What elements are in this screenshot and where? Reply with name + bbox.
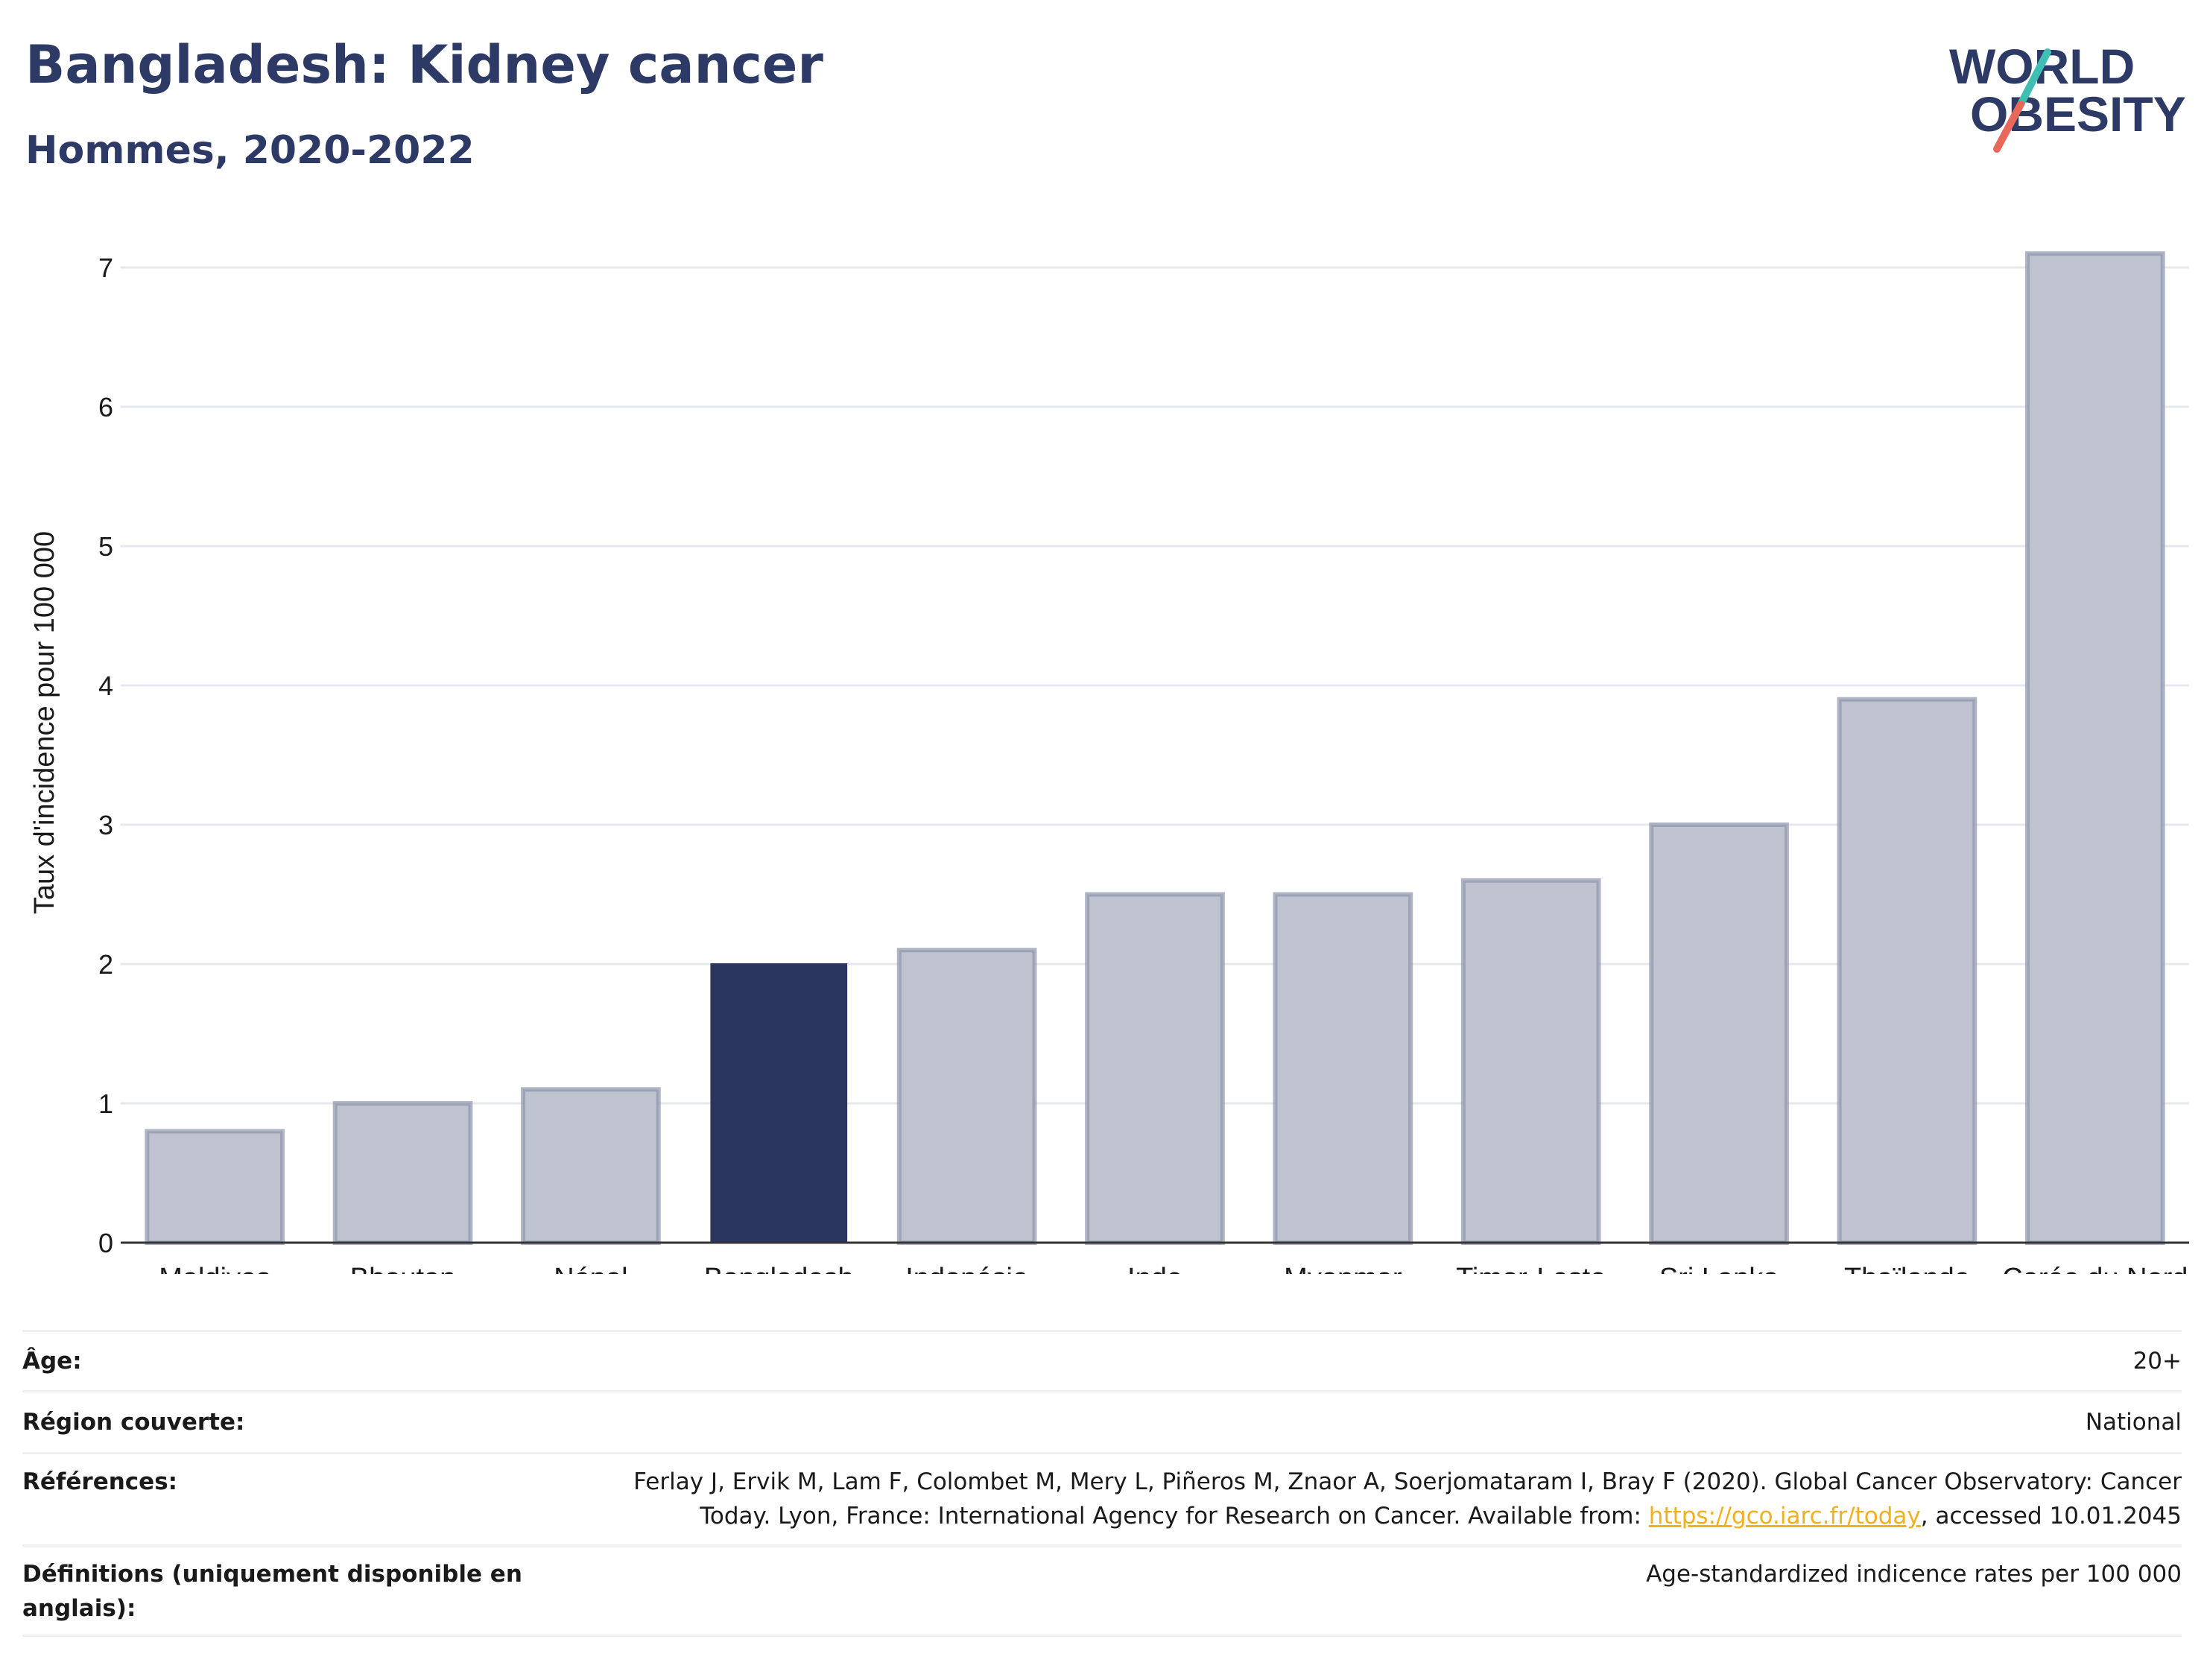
bar-maldives xyxy=(145,1129,285,1246)
logo-slash-teal xyxy=(2017,48,2051,108)
bar-tha-lande xyxy=(1837,697,1977,1245)
definitions-label: Définitions (uniquement disponible en an… xyxy=(22,1561,522,1622)
bar-n-pal xyxy=(521,1087,661,1246)
references-label: Références: xyxy=(22,1468,178,1495)
age-value: 20+ xyxy=(2132,1348,2182,1375)
bar-inde xyxy=(1085,892,1225,1245)
references-line-2: Today. Lyon, France: International Agenc… xyxy=(580,1499,2182,1533)
meta-row-references: Références: Ferlay J, Ervik M, Lam F, Co… xyxy=(22,1452,2182,1544)
y-tick-label: 3 xyxy=(98,810,113,840)
world-obesity-logo: WORLD OBESITY xyxy=(1949,39,2186,153)
references-line-1: Ferlay J, Ervik M, Lam F, Colombet M, Me… xyxy=(633,1468,2182,1495)
references-value: Ferlay J, Ervik M, Lam F, Colombet M, Me… xyxy=(580,1465,2182,1533)
bar-bangladesh xyxy=(710,963,848,1243)
bar-indon-sie xyxy=(896,948,1037,1245)
y-tick-label: 5 xyxy=(98,531,113,562)
definitions-value: Age-standardized indicence rates per 100… xyxy=(1646,1561,2182,1588)
bar-sri-lanka xyxy=(1649,822,1789,1245)
x-tick-label: Thaïlande xyxy=(1844,1263,1970,1274)
y-tick-label: 4 xyxy=(98,671,113,701)
meta-row-definitions: Définitions (uniquement disponible en an… xyxy=(22,1544,2182,1637)
bar-cor-e-du-nord xyxy=(2024,251,2165,1245)
y-tick-label: 1 xyxy=(98,1088,113,1119)
x-tick-label: Népal xyxy=(554,1263,627,1274)
region-label: Région couverte: xyxy=(22,1409,245,1436)
references-link[interactable]: https://gco.iarc.fr/today xyxy=(1648,1503,1921,1530)
y-tick-label: 7 xyxy=(98,253,113,283)
x-tick-label: Timor-Leste xyxy=(1456,1263,1606,1274)
y-tick-label: 0 xyxy=(98,1228,113,1258)
x-tick-label: Inde xyxy=(1127,1263,1182,1274)
chart-subtitle: Hommes, 2020-2022 xyxy=(25,128,475,173)
chart-title: Bangladesh: Kidney cancer xyxy=(25,34,823,95)
bars-layer xyxy=(145,251,2165,1246)
axis-layer: 0 1 2 3 4 5 6 7 Maldives Bhoutan Népal Bangladesh In… xyxy=(98,253,2189,1274)
meta-row-region: Région couverte: National xyxy=(22,1390,2182,1452)
y-axis-label: Taux d'incidence pour 100 000 xyxy=(29,531,60,914)
logo-slash-red xyxy=(1993,101,2024,153)
x-tick-label: Indonésie xyxy=(905,1263,1028,1274)
x-tick-label: Maldives xyxy=(159,1263,270,1274)
x-tick-label: Bangladesh xyxy=(704,1263,854,1274)
references-line-2-pre: Today. Lyon, France: International Agenc… xyxy=(700,1503,1649,1530)
region-value: National xyxy=(2085,1409,2182,1436)
metadata-table: Âge: 20+ Région couverte: National Référ… xyxy=(22,1330,2182,1637)
age-label: Âge: xyxy=(22,1348,82,1375)
y-tick-label: 2 xyxy=(98,949,113,980)
x-tick-label: Corée du Nord xyxy=(2002,1263,2188,1274)
x-tick-label: Sri Lanka xyxy=(1659,1263,1779,1274)
y-tick-label: 6 xyxy=(98,392,113,422)
meta-row-age: Âge: 20+ xyxy=(22,1330,2182,1390)
references-line-2-post: , accessed 10.01.2045 xyxy=(1920,1503,2182,1530)
bar-chart: 0 1 2 3 4 5 6 7 Maldives Bhoutan Népal Bangladesh In… xyxy=(29,251,2189,1274)
x-tick-label: Myanmar xyxy=(1284,1263,1402,1274)
bar-bhoutan xyxy=(332,1101,473,1245)
bar-myanmar xyxy=(1273,892,1413,1245)
bar-timor-leste xyxy=(1460,878,1601,1245)
x-tick-label: Bhoutan xyxy=(350,1263,456,1274)
